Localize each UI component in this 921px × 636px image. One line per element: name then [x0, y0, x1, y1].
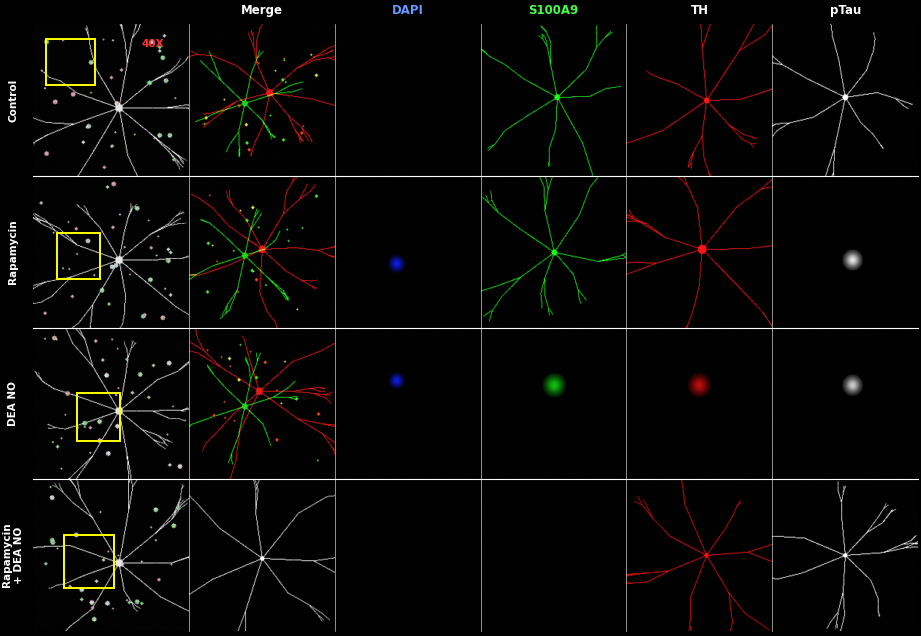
Bar [64, 536, 114, 588]
Text: 40X: 40X [141, 39, 164, 50]
Bar [46, 39, 96, 85]
Text: DAPI: DAPI [391, 4, 424, 17]
Text: Merge: Merge [240, 4, 283, 17]
Text: Rapamycin: Rapamycin [8, 219, 18, 284]
Text: Control: Control [8, 78, 18, 121]
Text: S100A9: S100A9 [529, 4, 578, 17]
Text: TH: TH [691, 4, 708, 17]
Text: pTau: pTau [830, 4, 861, 17]
Text: DEA NO: DEA NO [8, 381, 18, 426]
Bar [76, 393, 121, 441]
Bar [56, 233, 100, 279]
Text: Rapamycin
+ DEA NO: Rapamycin + DEA NO [3, 523, 24, 588]
